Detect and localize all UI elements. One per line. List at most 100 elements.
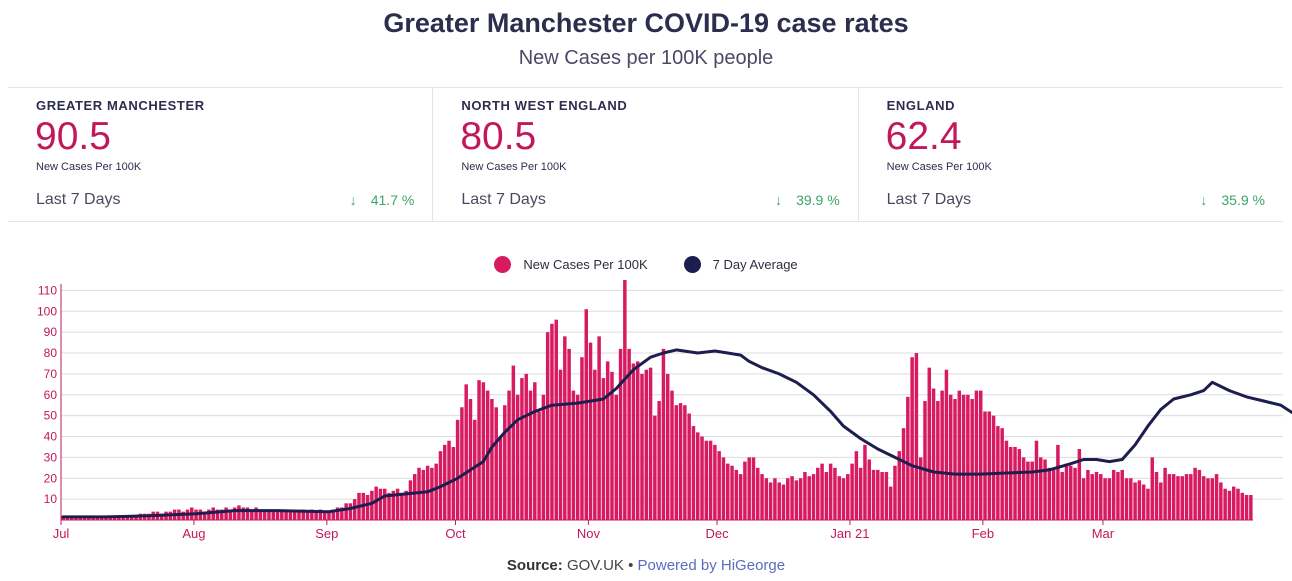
average-line[interactable] — [61, 348, 1292, 519]
bar[interactable] — [966, 394, 970, 520]
bar[interactable] — [1180, 476, 1184, 520]
bar[interactable] — [400, 492, 404, 520]
bar[interactable] — [884, 472, 889, 520]
bar[interactable] — [888, 486, 893, 520]
bar[interactable] — [730, 465, 734, 520]
bar[interactable] — [331, 509, 336, 520]
bar[interactable] — [262, 509, 267, 520]
bar[interactable] — [1206, 478, 1210, 520]
bar[interactable] — [833, 467, 837, 520]
bar[interactable] — [1077, 449, 1082, 520]
bar[interactable] — [374, 486, 378, 520]
bar[interactable] — [653, 415, 657, 520]
bar[interactable] — [1223, 488, 1227, 520]
legend-item-7-day-average[interactable]: 7 Day Average — [683, 256, 798, 273]
bar[interactable] — [537, 411, 541, 520]
bar[interactable] — [1116, 472, 1120, 520]
bar[interactable] — [412, 474, 417, 520]
bar[interactable] — [858, 467, 863, 520]
bar[interactable] — [1034, 440, 1039, 520]
bar[interactable] — [760, 474, 764, 520]
bar[interactable] — [1167, 474, 1172, 520]
bar[interactable] — [876, 469, 880, 520]
bar[interactable] — [580, 357, 584, 520]
bar[interactable] — [477, 380, 481, 520]
bar[interactable] — [640, 373, 644, 520]
bar[interactable] — [340, 507, 344, 520]
bar[interactable] — [473, 419, 477, 520]
bar[interactable] — [846, 474, 850, 520]
bar[interactable] — [550, 323, 554, 520]
bar[interactable] — [828, 463, 833, 520]
bar[interactable] — [687, 413, 691, 520]
bar[interactable] — [837, 476, 841, 520]
bar[interactable] — [301, 509, 306, 520]
bar[interactable] — [841, 478, 846, 520]
bar[interactable] — [880, 472, 884, 520]
bar[interactable] — [1060, 472, 1064, 520]
bar[interactable] — [734, 469, 739, 520]
bar[interactable] — [1103, 478, 1107, 520]
bar[interactable] — [820, 463, 824, 520]
bar[interactable] — [524, 373, 528, 520]
bar[interactable] — [1171, 474, 1176, 520]
bar[interactable] — [1163, 467, 1167, 520]
bar[interactable] — [387, 492, 391, 520]
bar[interactable] — [803, 472, 807, 520]
bar[interactable] — [777, 482, 781, 520]
bar[interactable] — [1214, 474, 1219, 520]
bar[interactable] — [901, 428, 906, 520]
bar[interactable] — [503, 405, 507, 520]
bar[interactable] — [807, 476, 811, 520]
bar[interactable] — [1111, 469, 1116, 520]
bar[interactable] — [1124, 478, 1129, 520]
bar[interactable] — [717, 451, 721, 520]
bar[interactable] — [314, 511, 318, 520]
source-name[interactable]: GOV.UK — [566, 557, 624, 574]
bar[interactable] — [404, 490, 408, 520]
bar[interactable] — [910, 357, 914, 520]
bar[interactable] — [370, 490, 374, 520]
bar[interactable] — [623, 280, 627, 520]
bar[interactable] — [957, 390, 962, 520]
bar[interactable] — [430, 467, 434, 520]
bar[interactable] — [790, 476, 794, 520]
bar[interactable] — [545, 332, 550, 520]
bar[interactable] — [288, 509, 293, 520]
bar[interactable] — [983, 411, 987, 520]
bar[interactable] — [443, 444, 447, 520]
bar[interactable] — [558, 369, 563, 520]
bar[interactable] — [970, 398, 974, 520]
bar[interactable] — [1030, 461, 1034, 520]
bar[interactable] — [635, 361, 640, 520]
bar[interactable] — [764, 478, 769, 520]
bar[interactable] — [481, 382, 486, 520]
bar[interactable] — [575, 394, 580, 520]
bar[interactable] — [1150, 457, 1154, 520]
bar[interactable] — [1159, 482, 1163, 520]
bar[interactable] — [944, 369, 949, 520]
bar[interactable] — [378, 488, 383, 520]
bar[interactable] — [258, 509, 263, 520]
bar[interactable] — [1184, 474, 1189, 520]
bar[interactable] — [310, 509, 314, 520]
bar[interactable] — [713, 444, 717, 520]
bar[interactable] — [751, 457, 756, 520]
bar[interactable] — [1008, 446, 1013, 520]
bar[interactable] — [1227, 490, 1232, 520]
bar[interactable] — [597, 336, 601, 520]
bar[interactable] — [665, 373, 670, 520]
bar[interactable] — [1201, 476, 1206, 520]
bar[interactable] — [125, 515, 130, 520]
bar[interactable] — [1146, 488, 1150, 520]
bar[interactable] — [678, 403, 683, 520]
bar[interactable] — [99, 517, 104, 520]
bar[interactable] — [421, 469, 426, 520]
bar[interactable] — [657, 401, 661, 520]
bar[interactable] — [940, 390, 944, 520]
bar[interactable] — [494, 407, 498, 520]
bar[interactable] — [160, 513, 164, 520]
bar[interactable] — [743, 461, 747, 520]
bar[interactable] — [931, 388, 936, 520]
bar[interactable] — [220, 509, 224, 520]
